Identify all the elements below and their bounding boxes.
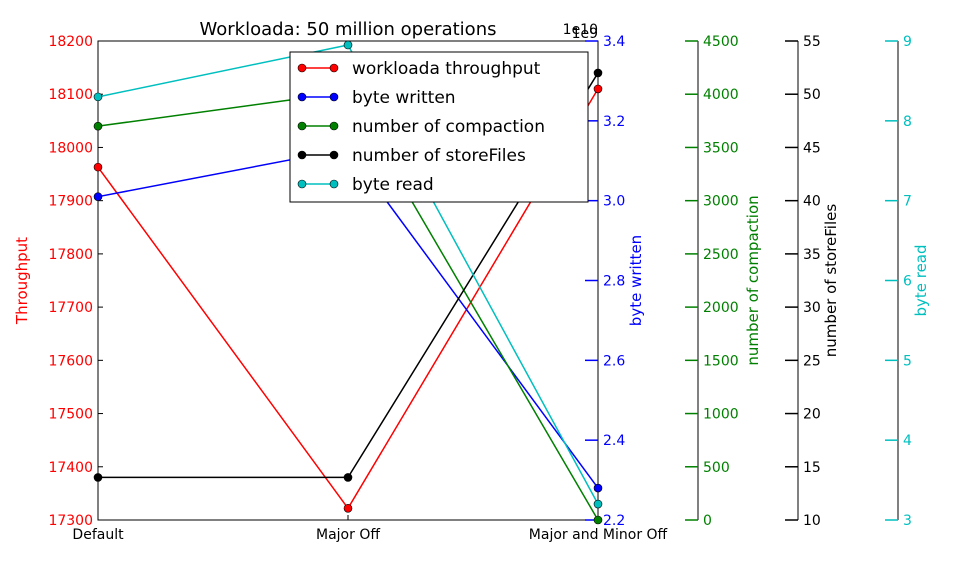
data-point — [343, 473, 353, 482]
y-tick-label: 2.8 — [603, 274, 625, 290]
y-tick-label: 2.6 — [603, 353, 625, 369]
legend-marker — [297, 63, 307, 73]
y-tick-label: 40 — [803, 194, 821, 210]
y-tick-label: 9 — [903, 34, 912, 50]
y-tick-label: 17900 — [48, 194, 93, 210]
y-tick-label: 50 — [803, 87, 821, 103]
y-tick-label: 2.2 — [603, 513, 625, 529]
y-tick-label: 7 — [903, 194, 912, 210]
legend-label: byte written — [352, 88, 456, 108]
offset-label-y1: 1e10 — [563, 22, 598, 38]
y-tick-label: 3.4 — [603, 34, 625, 50]
data-point — [593, 68, 603, 78]
y-tick-label: 8 — [903, 114, 912, 130]
data-point — [343, 40, 353, 50]
y-tick-label: 25 — [803, 353, 821, 369]
y-tick-label: 4000 — [703, 87, 739, 103]
y-tick-label: 30 — [803, 300, 821, 316]
data-point — [93, 473, 103, 482]
y-tick-label: 18100 — [48, 87, 93, 103]
axis-label-y2: number of compaction — [744, 195, 762, 365]
y-tick-label: 17300 — [48, 513, 93, 529]
y-tick-label: 500 — [703, 460, 730, 476]
axes-layer: Default Major Off Major and Minor Off 17300… — [13, 22, 930, 543]
legend: workloada throughput byte written number o… — [289, 51, 589, 203]
y-tick-label: 0 — [703, 513, 712, 529]
data-point — [593, 515, 603, 525]
y-tick-label: 5 — [903, 353, 912, 369]
data-point — [93, 192, 103, 201]
legend-marker — [329, 121, 339, 131]
legend-marker — [329, 92, 339, 102]
legend-marker — [329, 150, 339, 160]
data-point — [593, 499, 603, 509]
y-tick-label: 18200 — [48, 34, 93, 50]
y-tick-label: 20 — [803, 407, 821, 423]
axis-label-y0: Throughput — [13, 237, 31, 325]
y-tick-label: 1500 — [703, 353, 739, 369]
chart-title: Workloada: 50 million operations — [200, 19, 497, 40]
x-tick-label: Major Off — [316, 527, 380, 543]
data-point — [343, 503, 353, 513]
legend-marker — [297, 121, 307, 131]
y-tick-label: 17600 — [48, 353, 93, 369]
y-tick-label: 18000 — [48, 140, 93, 156]
axis-label-y3: number of storeFiles — [822, 204, 840, 358]
y-tick-label: 2500 — [703, 247, 739, 263]
y-tick-label: 17700 — [48, 300, 93, 316]
y-tick-label: 4500 — [703, 34, 739, 50]
legend-marker — [297, 179, 307, 189]
data-point — [93, 121, 103, 131]
y-tick-label: 10 — [803, 513, 821, 529]
y-tick-label: 3000 — [703, 194, 739, 210]
y-tick-label: 35 — [803, 247, 821, 263]
y-tick-label: 3.0 — [603, 194, 625, 210]
axis-label-y4: byte read — [912, 244, 930, 316]
y-tick-label: 1000 — [703, 407, 739, 423]
y-tick-label: 3.2 — [603, 114, 625, 130]
data-point — [593, 84, 603, 94]
data-point — [93, 162, 103, 172]
legend-marker — [297, 92, 307, 102]
y-tick-label: 2000 — [703, 300, 739, 316]
y-tick-label: 4 — [903, 433, 912, 449]
legend-label: workloada throughput — [352, 59, 541, 79]
legend-marker — [297, 150, 307, 160]
y-tick-label: 17400 — [48, 460, 93, 476]
legend-box — [289, 51, 589, 203]
x-tick-label: Default — [72, 527, 124, 543]
y-tick-label: 3500 — [703, 140, 739, 156]
legend-marker — [329, 179, 339, 189]
y-tick-label: 2.4 — [603, 433, 625, 449]
data-point — [593, 483, 603, 493]
y-tick-label: 55 — [803, 34, 821, 50]
offset-label-y4: 1e9 — [572, 26, 598, 42]
y-tick-label: 45 — [803, 140, 821, 156]
legend-label: byte read — [352, 175, 434, 195]
axis-label-y1: byte written — [627, 235, 645, 326]
legend-marker — [329, 63, 339, 73]
y-tick-label: 15 — [803, 460, 821, 476]
legend-label: number of storeFiles — [352, 146, 526, 166]
y-tick-label: 17800 — [48, 247, 93, 263]
x-tick-label: Major and Minor Off — [529, 527, 668, 543]
y-tick-label: 17500 — [48, 407, 93, 423]
y-tick-label: 6 — [903, 274, 912, 290]
legend-label: number of compaction — [352, 117, 545, 137]
data-point — [93, 92, 103, 102]
y-tick-label: 3 — [903, 513, 912, 529]
